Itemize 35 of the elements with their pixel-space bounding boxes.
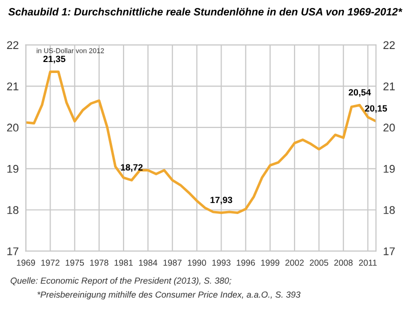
y2-tick-label: 17 <box>384 247 395 256</box>
x-tick-label: 2008 <box>334 260 353 266</box>
x-tick-label: 1975 <box>66 260 84 266</box>
annotation: 18,72 <box>120 164 143 172</box>
x-tick-label: 1972 <box>41 260 60 266</box>
annotation: 17,93 <box>210 196 232 204</box>
x-tick-label: 2005 <box>310 260 328 266</box>
x-tick-label: 2002 <box>285 260 304 266</box>
x-tick-label: 1990 <box>188 260 206 266</box>
chart-title: Schaubild 1: Durchschnittliche reale Stundenlöhne in den USA von 1969-2012* <box>8 8 402 16</box>
annotation: 21,35 <box>43 56 66 64</box>
y-tick-label: 19 <box>7 164 18 173</box>
y2-tick-label: 22 <box>383 41 395 49</box>
y-tick-label: 20 <box>7 124 18 132</box>
y2-tick-label: 18 <box>384 206 395 214</box>
x-tick-label: 1981 <box>114 260 133 266</box>
y-tick-label: 17 <box>7 247 18 256</box>
x-tick-label: 1984 <box>139 260 158 266</box>
annotation: 20,15 <box>364 105 388 113</box>
x-tick-label: 2011 <box>359 260 377 266</box>
annotation: 20,54 <box>348 89 371 97</box>
x-tick-label: 1969 <box>16 260 35 266</box>
x-tick-label: 1987 <box>163 260 182 266</box>
y-tick-label: 18 <box>7 206 18 214</box>
y2-tick-label: 21 <box>383 82 395 90</box>
x-tick-label: 1996 <box>236 260 255 266</box>
y2-tick-label: 20 <box>383 124 395 132</box>
x-tick-label: 1993 <box>212 260 230 266</box>
y2-tick-label: 19 <box>384 164 395 173</box>
y-tick-label: 22 <box>7 41 18 49</box>
y-tick-label: 21 <box>7 82 18 90</box>
x-tick-label: 1999 <box>261 260 280 266</box>
text: *Preisbereinigung mithilfe des Consumer Price Index, a.a.O., S. 393 <box>37 291 300 300</box>
source-note: Quelle: Economic Report of the President (2013), S. 380; <box>10 277 232 286</box>
x-tick-label: 1978 <box>90 260 108 266</box>
